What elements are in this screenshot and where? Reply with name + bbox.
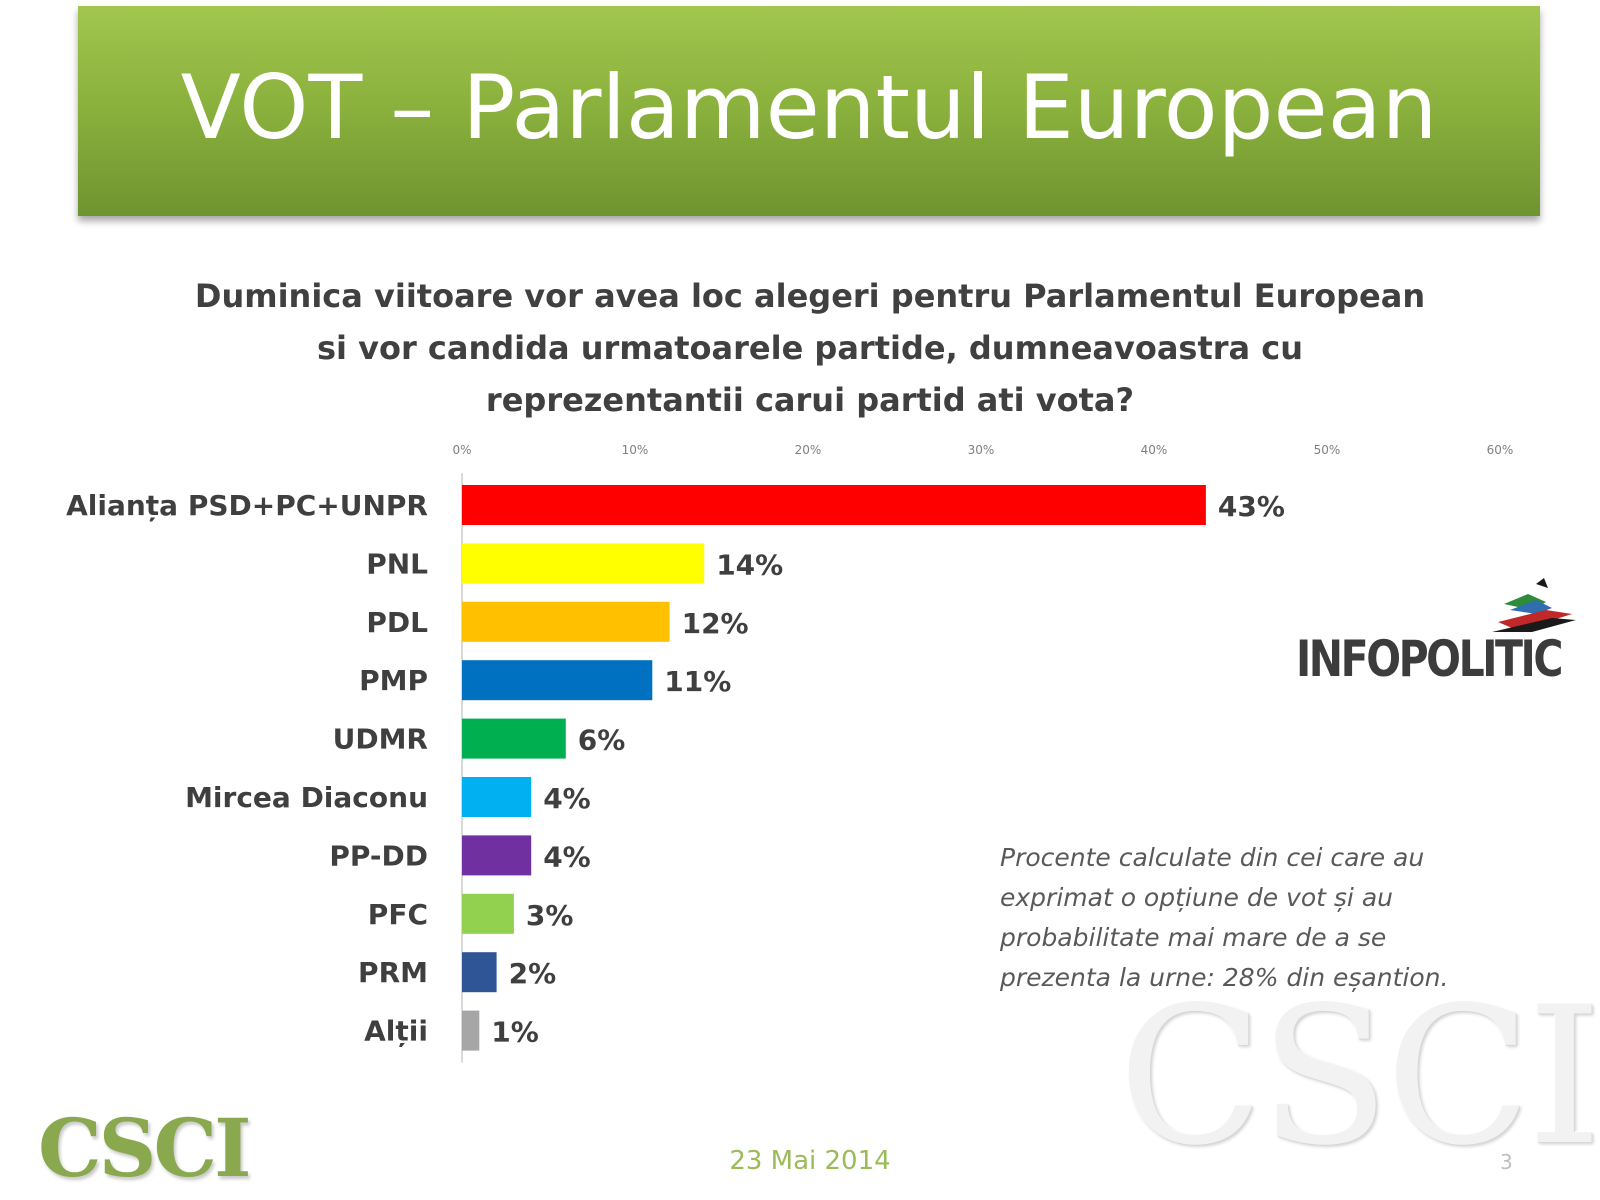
footer-date: 23 Mai 2014 — [729, 1146, 891, 1176]
footnote-line: exprimat o opțiune de vot și au — [1000, 883, 1393, 912]
question-line: reprezentantii carui partid ati vota? — [485, 381, 1135, 419]
x-tick-label: 20% — [795, 443, 822, 457]
question-line: Duminica viitoare vor avea loc alegeri p… — [194, 277, 1426, 315]
category-label: PNL — [366, 547, 428, 580]
category-label: PRM — [358, 956, 428, 989]
category-label: UDMR — [333, 723, 428, 756]
infopolitic-logo: INFOPOLITIC — [1296, 574, 1576, 694]
bar — [462, 1010, 480, 1051]
bar — [462, 601, 670, 642]
category-label: PMP — [359, 664, 428, 697]
data-label: 43% — [1218, 490, 1285, 523]
footnote-line: Procente calculate din cei care au — [1000, 843, 1425, 872]
data-label: 14% — [716, 548, 783, 581]
title-banner: VOT – Parlamentul European — [78, 6, 1540, 216]
category-label: PDL — [366, 606, 428, 639]
infopolitic-wordmark: INFOPOLITIC — [1296, 630, 1563, 688]
page-title: VOT – Parlamentul European — [180, 55, 1438, 159]
footnote-line: prezenta la urne: 28% din eșantion. — [1000, 963, 1449, 992]
x-tick-label: 40% — [1141, 443, 1168, 457]
category-label: PP-DD — [329, 839, 428, 872]
bar — [462, 893, 514, 934]
infopolitic-emblem-icon — [1492, 578, 1576, 632]
footnote: Procente calculate din cei care au expri… — [1000, 838, 1520, 998]
category-label: PFC — [368, 898, 428, 931]
bar — [462, 718, 566, 759]
data-label: 4% — [543, 782, 591, 815]
page-number: 3 — [1500, 1150, 1513, 1174]
bar — [462, 777, 532, 817]
x-tick-label: 0% — [452, 443, 471, 457]
csci-logo: CSCI — [38, 1101, 252, 1195]
footnote-line: probabilitate mai mare de a se — [1000, 923, 1387, 952]
data-label: 3% — [526, 899, 574, 932]
bar — [462, 485, 1206, 525]
data-label: 4% — [543, 840, 591, 873]
bar-chart: 0% 10% 20% 30% 40% 50% 60% Alianța PSD+PC+UNPR 4… — [66, 443, 1514, 1063]
question-line: si vor candida urmatoarele partide, dumn… — [316, 329, 1304, 367]
x-tick-label: 60% — [1487, 443, 1514, 457]
bar — [462, 660, 653, 701]
survey-question: Duminica viitoare vor avea loc alegeri p… — [160, 270, 1460, 426]
bar — [462, 835, 532, 876]
category-label: Alianța PSD+PC+UNPR — [66, 489, 428, 522]
x-tick-label: 10% — [622, 443, 649, 457]
bar — [462, 543, 705, 584]
data-label: 6% — [578, 724, 626, 757]
data-label: 2% — [509, 957, 557, 990]
data-label: 1% — [491, 1016, 539, 1049]
csci-watermark: CSCI — [1118, 966, 1600, 1187]
category-label: Mircea Diaconu — [185, 781, 428, 814]
x-tick-label: 50% — [1314, 443, 1341, 457]
category-label: Alții — [364, 1015, 428, 1048]
x-tick-label: 30% — [968, 443, 995, 457]
data-label: 12% — [682, 607, 749, 640]
data-label: 11% — [664, 665, 731, 698]
bar — [462, 952, 497, 993]
